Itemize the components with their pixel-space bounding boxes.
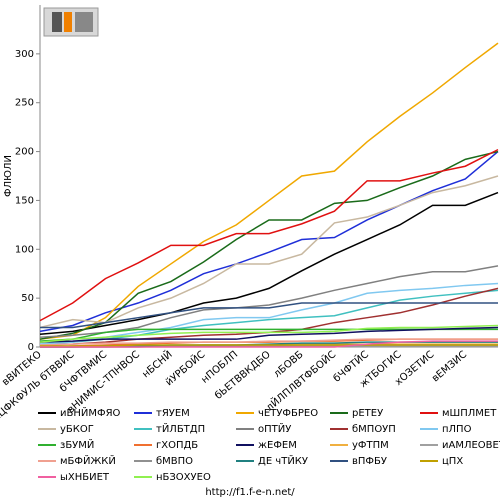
legend-label: иБНЙМФЯО [60, 406, 121, 419]
series-line [39, 338, 498, 346]
legend-label: жЕФЕМ [258, 440, 297, 451]
legend-label: цПХ [442, 456, 463, 467]
series-line [39, 148, 499, 322]
y-tick-label: 250 [15, 98, 34, 109]
series-line [39, 289, 499, 345]
series-line [40, 344, 498, 347]
legend-label: тЯУЕМ [156, 408, 190, 419]
legend-label: мБФЙЖКЙ [60, 454, 116, 467]
series-line [39, 175, 499, 329]
y-axis-label: ФЛЮЛИ [3, 155, 14, 197]
legend-label: нБЗОХУЕО [156, 472, 211, 483]
y-tick-label: 300 [15, 49, 34, 60]
y-tick-label: 150 [15, 195, 34, 206]
series-line [40, 302, 498, 329]
series-line [39, 150, 499, 340]
series-line [39, 324, 499, 343]
x-tick-label: вЕМЗИС [430, 349, 469, 384]
legend-label: гХОПДБ [156, 440, 198, 451]
legend-label: зБУМЙ [60, 438, 94, 451]
legend-label: чЕТУФБРЕО [258, 408, 318, 419]
y-tick-label: 200 [15, 147, 34, 158]
legend-label: ДЕ чТЙКУ [258, 454, 308, 467]
x-tick-label: бЬЕТВВКДБО [213, 349, 273, 402]
logo [43, 7, 99, 37]
legend-label: оПТЙУ [258, 422, 291, 435]
legend-label: бМВПО [156, 456, 193, 467]
legend-label: уБКОГ [60, 424, 94, 435]
legend-label: уФТПМ [352, 440, 389, 451]
footer: http://f1.f-e-n.net/ [205, 487, 295, 498]
legend-label: вПФБУ [352, 456, 387, 467]
legend-label: мШПЛМЕТ [442, 408, 497, 419]
y-tick-label: 100 [15, 244, 34, 255]
legend-label: рЕТЕУ [352, 408, 383, 419]
y-tick-label: 0 [28, 342, 34, 353]
y-tick-label: 50 [21, 293, 34, 304]
legend-label: ыХНБИЕТ [60, 472, 110, 483]
legend-label: бМПОУП [352, 424, 396, 435]
legend-label: пЛПО [442, 424, 472, 435]
legend-label: тЙЛБТДП [156, 422, 205, 435]
series-line [39, 191, 499, 336]
series-line [39, 282, 499, 345]
series-line [39, 326, 499, 343]
series-line [40, 340, 498, 348]
series-line [39, 42, 499, 340]
series-line [39, 150, 499, 333]
legend-label: иАМЛЕОВЕТЗ [442, 440, 500, 451]
